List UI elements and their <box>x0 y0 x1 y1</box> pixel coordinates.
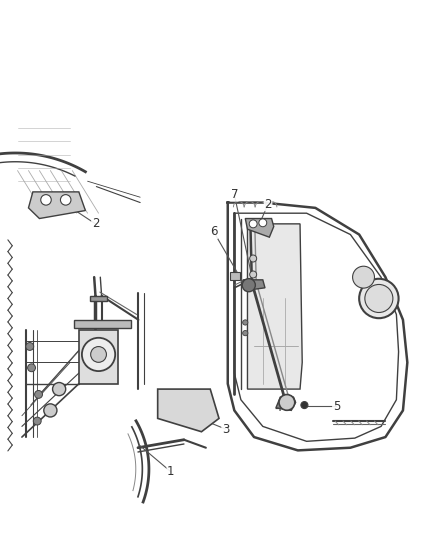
Polygon shape <box>245 219 274 237</box>
Circle shape <box>242 279 255 292</box>
Text: 5: 5 <box>333 400 340 413</box>
Text: 6: 6 <box>210 225 218 238</box>
Circle shape <box>249 220 257 228</box>
Circle shape <box>301 401 308 409</box>
Circle shape <box>279 394 295 410</box>
Circle shape <box>359 279 399 318</box>
Circle shape <box>91 346 106 362</box>
Text: 1: 1 <box>167 465 175 478</box>
Polygon shape <box>74 320 131 328</box>
Circle shape <box>26 343 34 350</box>
Circle shape <box>259 219 267 227</box>
Circle shape <box>353 266 374 288</box>
Polygon shape <box>247 224 302 389</box>
Text: 3: 3 <box>222 423 229 435</box>
Text: 4: 4 <box>275 401 283 414</box>
Circle shape <box>243 330 248 336</box>
Polygon shape <box>243 280 265 290</box>
Text: 2: 2 <box>92 217 99 230</box>
Circle shape <box>41 195 51 205</box>
Text: 7: 7 <box>230 188 238 201</box>
Polygon shape <box>230 272 240 280</box>
Polygon shape <box>158 389 219 432</box>
Circle shape <box>365 285 393 312</box>
Circle shape <box>82 338 115 371</box>
Circle shape <box>44 404 57 417</box>
Text: 2: 2 <box>264 198 272 211</box>
Circle shape <box>33 417 41 425</box>
Circle shape <box>243 320 248 325</box>
Circle shape <box>60 195 71 205</box>
Circle shape <box>28 364 35 372</box>
Polygon shape <box>79 330 118 384</box>
Circle shape <box>250 271 257 278</box>
Polygon shape <box>276 397 296 410</box>
Circle shape <box>35 391 42 398</box>
Polygon shape <box>90 296 107 301</box>
Polygon shape <box>28 192 85 219</box>
Circle shape <box>250 255 257 262</box>
Circle shape <box>53 383 66 395</box>
